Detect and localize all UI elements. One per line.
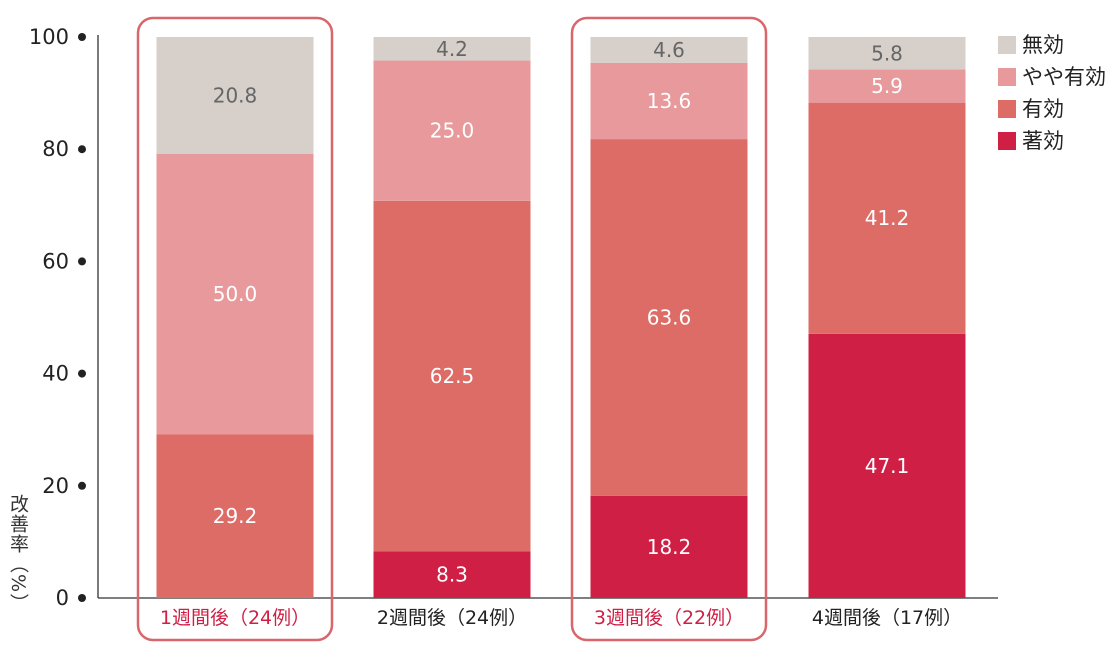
data-label: 47.1 (865, 454, 910, 478)
data-label: 25.0 (430, 119, 475, 143)
y-tick-label: 80 (42, 137, 69, 161)
legend-swatch (998, 132, 1016, 150)
data-label: 29.2 (213, 504, 258, 528)
y-tick-dot (78, 33, 86, 41)
bar-segment (590, 37, 748, 63)
y-tick-dot (78, 481, 86, 490)
bar-segment (590, 139, 748, 496)
y-tick-label: 0 (56, 586, 69, 610)
y-tick-label: 100 (29, 25, 69, 49)
bar-segment (808, 37, 966, 70)
bar-segment (590, 62, 748, 140)
y-tick-label: 20 (42, 474, 69, 498)
bar-segment (156, 434, 314, 598)
x-tick-label: 3週間後（22例） (594, 607, 744, 629)
bar-segment (156, 153, 314, 435)
legend-label: 著効 (1022, 129, 1064, 153)
bar-segment (590, 495, 748, 598)
bar-segment (156, 37, 314, 154)
data-label: 50.0 (213, 282, 258, 306)
highlight-frame (136, 16, 334, 642)
data-label: 5.9 (871, 74, 903, 98)
bar-segment (373, 60, 531, 201)
x-tick-label: 1週間後（24例） (160, 607, 310, 629)
y-tick-label: 60 (42, 249, 69, 273)
legend-label: やや有効 (1022, 65, 1106, 89)
data-label: 5.8 (871, 41, 903, 65)
legend-swatch (998, 36, 1016, 54)
data-label: 8.3 (436, 563, 468, 587)
legend-label: 無効 (1022, 33, 1064, 57)
bar-segment (373, 200, 531, 552)
y-tick-label: 40 (42, 362, 69, 386)
data-label: 4.6 (653, 38, 685, 62)
y-tick-dot (78, 594, 86, 602)
legend-swatch (998, 68, 1016, 86)
data-label: 41.2 (865, 206, 910, 230)
legend-label: 有効 (1022, 97, 1064, 121)
bar-segment (808, 69, 966, 103)
bar-segment (373, 37, 531, 61)
data-label: 62.5 (430, 364, 475, 388)
data-label: 18.2 (647, 535, 692, 559)
bar-segment (808, 102, 966, 334)
x-tick-label: 4週間後（17例） (812, 607, 962, 629)
highlight-frame (570, 16, 768, 642)
data-label: 63.6 (647, 306, 692, 330)
bar-segment (808, 333, 966, 598)
y-axis-title: 改善率（%） (7, 494, 29, 614)
data-label: 13.6 (647, 89, 692, 113)
y-tick-dot (78, 145, 86, 154)
bar-segment (373, 551, 531, 598)
y-tick-dot (78, 369, 86, 378)
data-label: 20.8 (213, 83, 258, 107)
data-label: 4.2 (436, 37, 468, 61)
y-tick-dot (78, 257, 86, 266)
x-tick-label: 2週間後（24例） (377, 607, 527, 629)
legend-swatch (998, 100, 1016, 118)
